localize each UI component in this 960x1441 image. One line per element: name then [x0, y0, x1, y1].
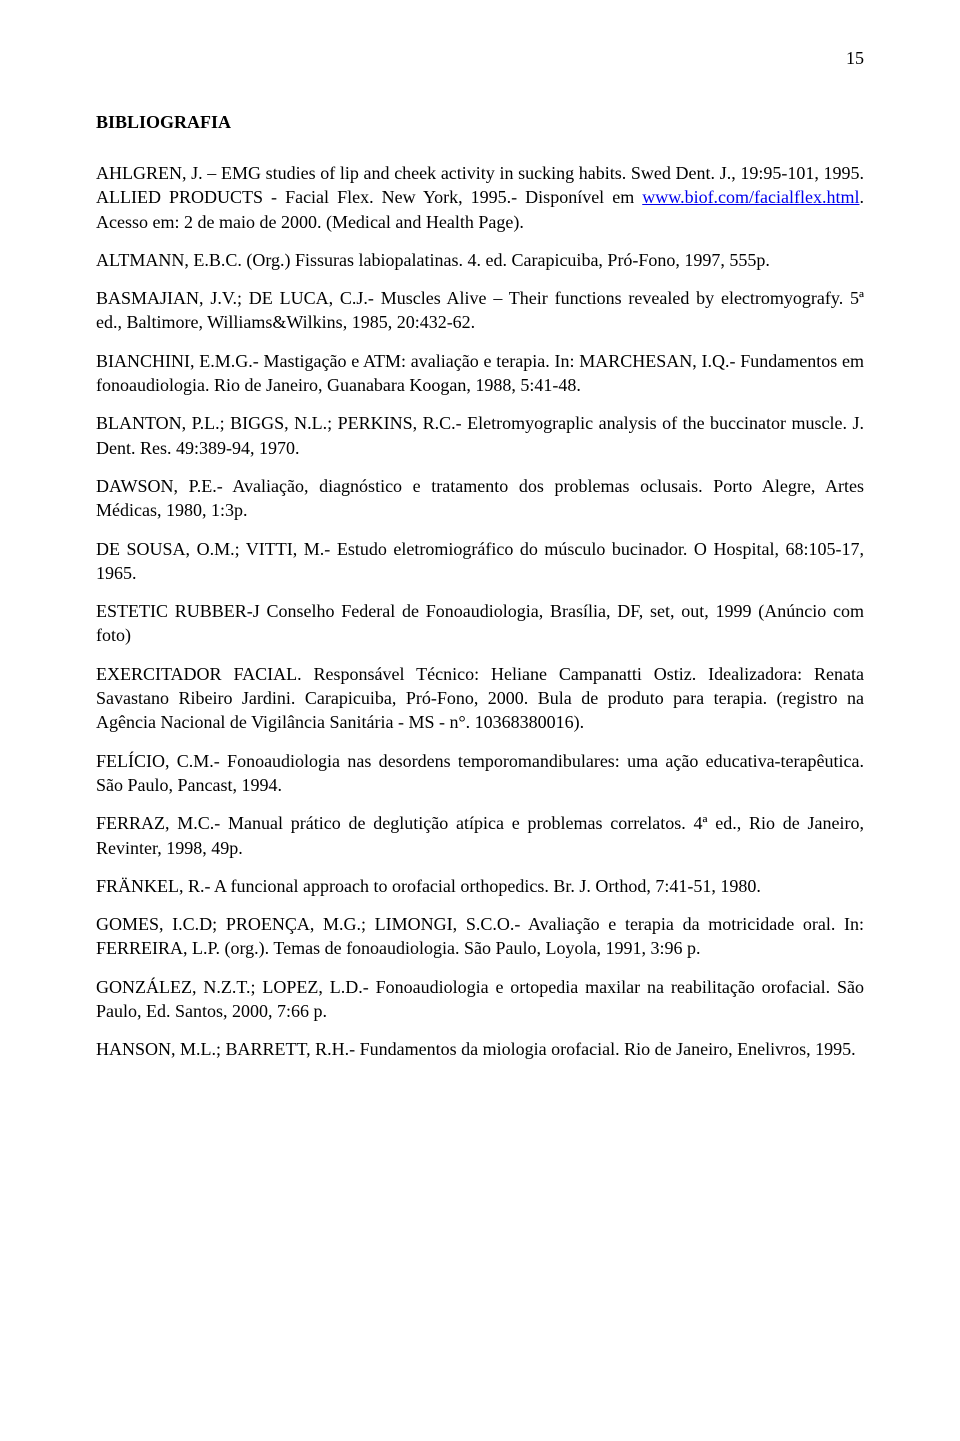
bibliography-list: AHLGREN, J. – EMG studies of lip and che…: [96, 161, 864, 1062]
bibliography-entry: FELÍCIO, C.M.- Fonoaudiologia nas desord…: [96, 749, 864, 798]
bibliography-entry: GOMES, I.C.D; PROENÇA, M.G.; LIMONGI, S.…: [96, 912, 864, 961]
bibliography-entry: ESTETIC RUBBER-J Conselho Federal de Fon…: [96, 599, 864, 648]
bibliography-entry: EXERCITADOR FACIAL. Responsável Técnico:…: [96, 662, 864, 735]
bibliography-entry: BIANCHINI, E.M.G.- Mastigação e ATM: ava…: [96, 349, 864, 398]
bibliography-entry: DAWSON, P.E.- Avaliação, diagnóstico e t…: [96, 474, 864, 523]
reference-link[interactable]: www.biof.com/facialflex.html: [642, 187, 859, 207]
bibliography-entry: AHLGREN, J. – EMG studies of lip and che…: [96, 161, 864, 234]
page-number: 15: [846, 48, 864, 69]
bibliography-entry: FERRAZ, M.C.- Manual prático de deglutiç…: [96, 811, 864, 860]
bibliography-heading: BIBLIOGRAFIA: [96, 112, 864, 133]
bibliography-entry: BLANTON, P.L.; BIGGS, N.L.; PERKINS, R.C…: [96, 411, 864, 460]
bibliography-entry: ALTMANN, E.B.C. (Org.) Fissuras labiopal…: [96, 248, 864, 272]
bibliography-entry: GONZÁLEZ, N.Z.T.; LOPEZ, L.D.- Fonoaudio…: [96, 975, 864, 1024]
bibliography-entry: HANSON, M.L.; BARRETT, R.H.- Fundamentos…: [96, 1037, 864, 1061]
bibliography-entry: BASMAJIAN, J.V.; DE LUCA, C.J.- Muscles …: [96, 286, 864, 335]
bibliography-entry: FRÄNKEL, R.- A funcional approach to oro…: [96, 874, 864, 898]
bibliography-entry: DE SOUSA, O.M.; VITTI, M.- Estudo eletro…: [96, 537, 864, 586]
